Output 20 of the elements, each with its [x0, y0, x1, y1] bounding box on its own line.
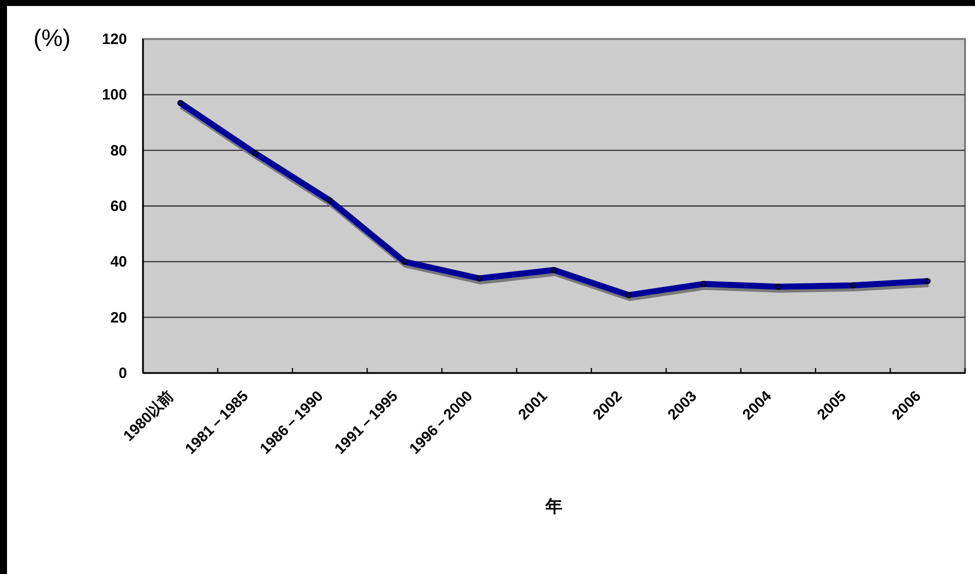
point — [476, 275, 482, 282]
y-tick-label: 40 — [110, 254, 127, 271]
y-tick-label: 80 — [110, 142, 127, 160]
point — [626, 292, 632, 298]
y-tick-label: 100 — [102, 86, 127, 104]
point — [326, 197, 333, 204]
x-axis-title: 年 — [544, 497, 562, 516]
point — [252, 150, 258, 156]
point — [775, 284, 782, 290]
y-axis-title: (%) — [33, 25, 71, 52]
y-tick-label: 60 — [110, 198, 127, 215]
point — [401, 258, 408, 265]
y-tick-label: 20 — [110, 309, 127, 326]
point — [850, 282, 856, 288]
point — [924, 278, 931, 284]
point — [177, 100, 184, 106]
point — [550, 266, 558, 274]
y-tick-label: 120 — [102, 31, 127, 48]
y-tick-label: 0 — [118, 365, 127, 382]
point — [700, 280, 707, 287]
